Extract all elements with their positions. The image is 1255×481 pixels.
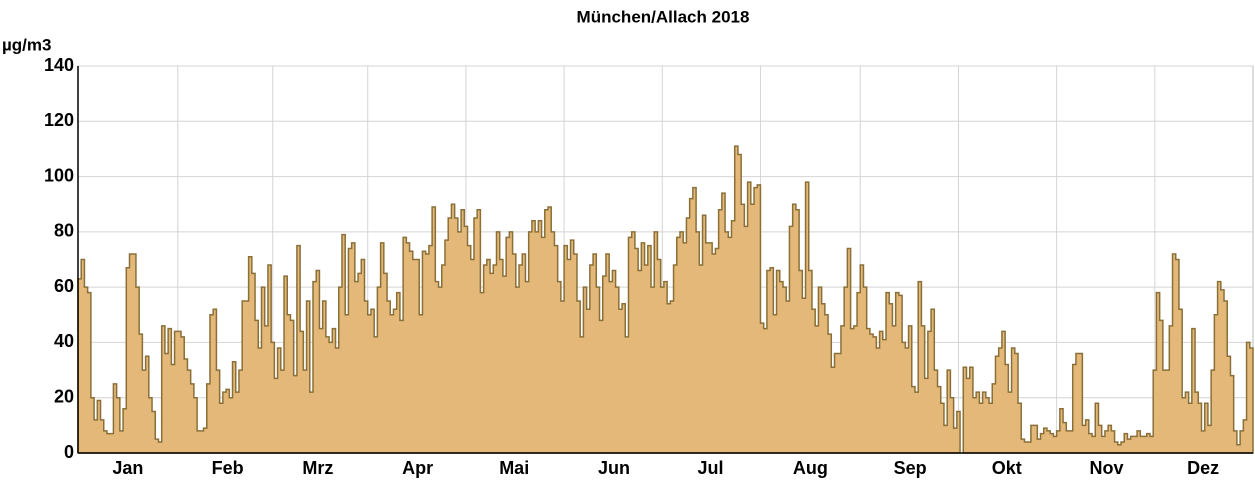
x-tick-label: Okt: [992, 458, 1022, 478]
y-tick-label: 100: [44, 165, 74, 185]
y-tick-label: 80: [54, 221, 74, 241]
x-tick-label: Sep: [894, 458, 927, 478]
x-tick-label: Dez: [1187, 458, 1219, 478]
y-tick-label: 60: [54, 276, 74, 296]
y-tick-label: 20: [54, 386, 74, 406]
x-tick-label: Jul: [698, 458, 724, 478]
y-axis-label: µg/m3: [2, 35, 51, 54]
x-tick-label: Jan: [112, 458, 143, 478]
y-tick-label: 140: [44, 55, 74, 75]
y-tick-label: 0: [64, 442, 74, 462]
x-tick-label: Mai: [499, 458, 529, 478]
x-tick-label: Mrz: [302, 458, 333, 478]
x-tick-label: Feb: [212, 458, 244, 478]
x-tick-label: Nov: [1090, 458, 1124, 478]
y-tick-label: 120: [44, 110, 74, 130]
x-tick-label: Jun: [598, 458, 630, 478]
chart-title: München/Allach 2018: [577, 7, 750, 26]
x-tick-label: Apr: [402, 458, 433, 478]
x-tick-label: Aug: [793, 458, 828, 478]
area: [77, 145, 1254, 454]
y-tick-label: 40: [54, 331, 74, 351]
